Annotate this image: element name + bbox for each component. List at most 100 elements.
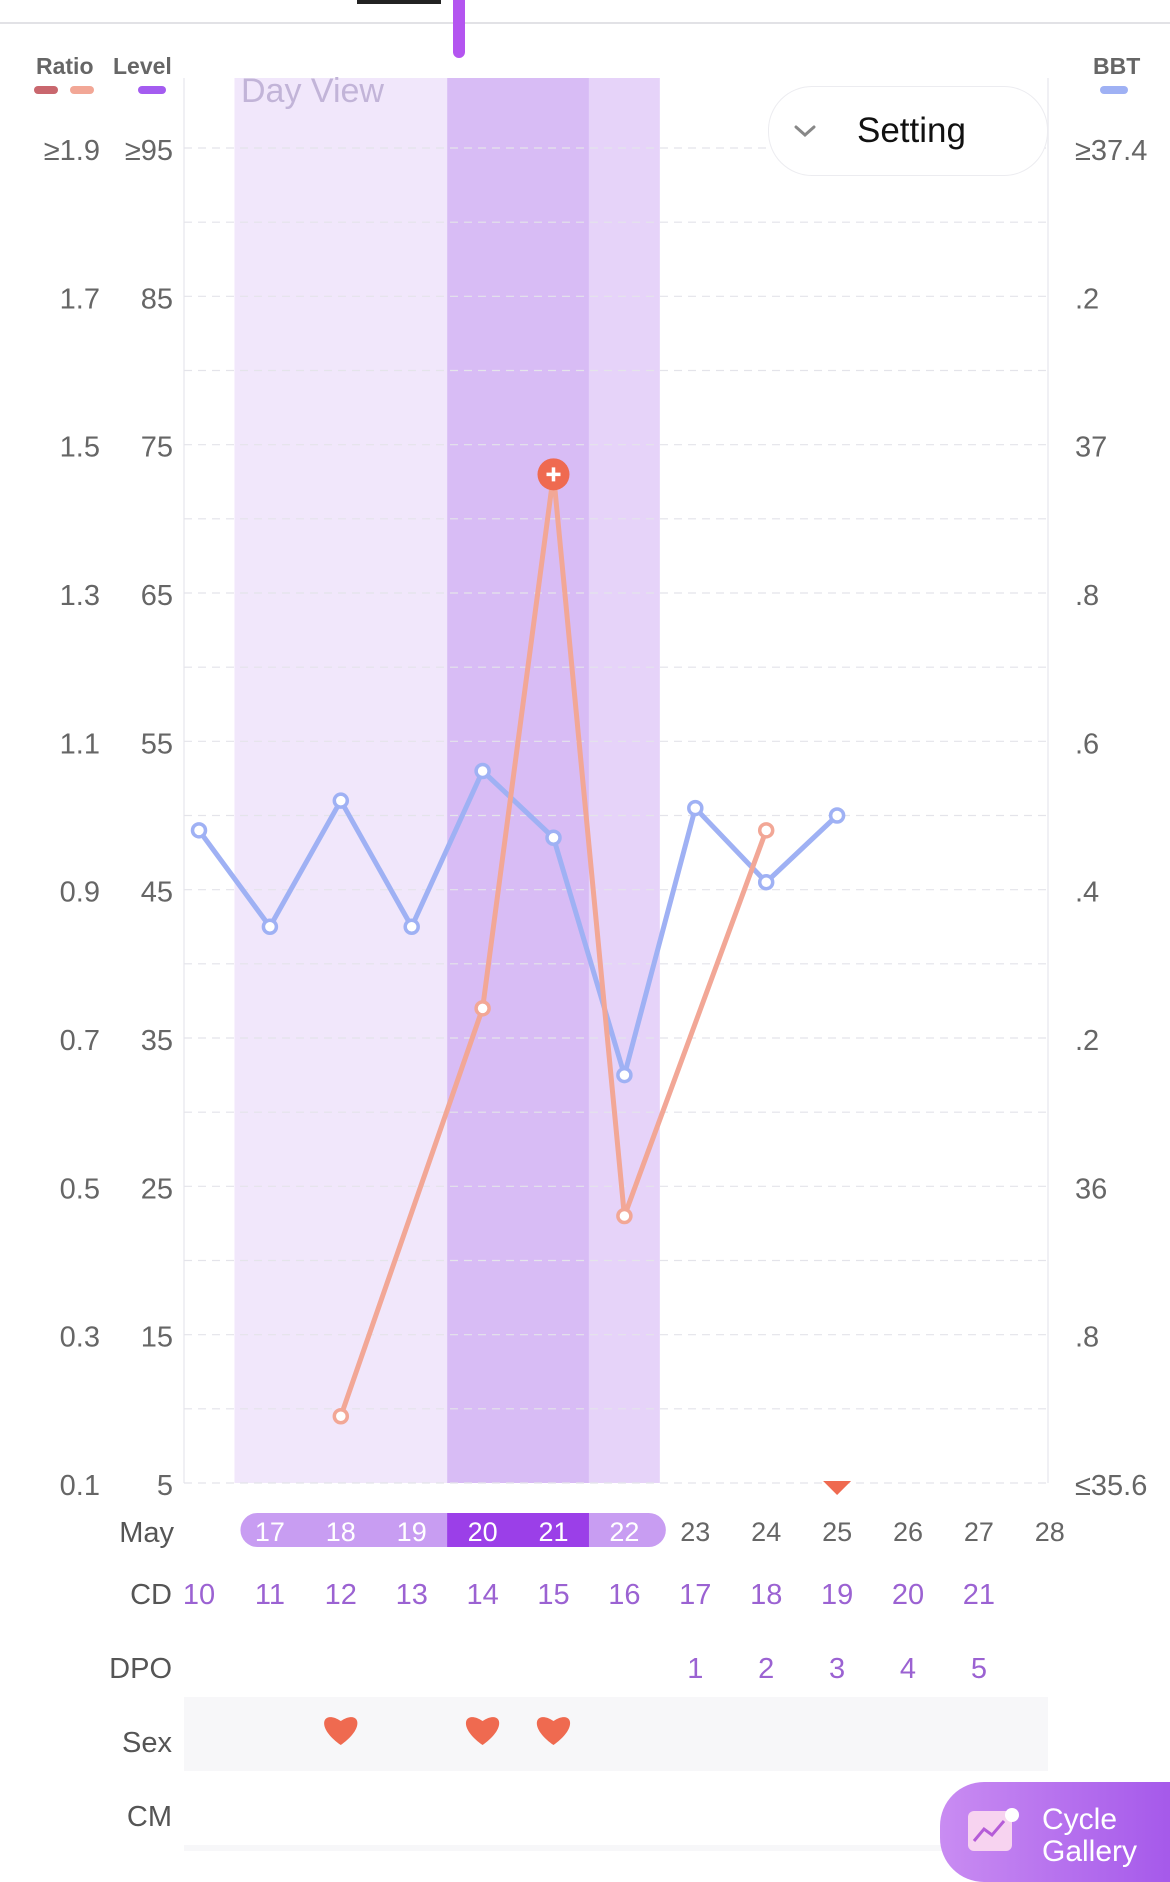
level-tick-label: ≥95: [125, 135, 173, 167]
cd-value: 18: [750, 1579, 782, 1611]
bbt-point: [190, 822, 208, 839]
date-label: 26: [893, 1517, 923, 1547]
gallery-line-2: Gallery: [1042, 1835, 1138, 1868]
ratio-tick-label: 0.9: [60, 877, 100, 909]
level-tick-label: 45: [141, 877, 173, 909]
cd-value: 12: [325, 1579, 357, 1611]
date-label: 17: [255, 1517, 285, 1547]
dpo-value: 1: [687, 1653, 703, 1685]
ratio-tick-label: 1.7: [60, 283, 100, 315]
chevron-down-icon: [769, 121, 841, 141]
tab-indicator: [357, 0, 441, 4]
ratio-point: [757, 822, 775, 839]
level-legend-label: Level: [113, 53, 172, 79]
bbt-tick-label: ≤35.6: [1075, 1470, 1147, 1502]
bbt-tick-label: .4: [1075, 877, 1099, 909]
chart-gallery-icon: [966, 1805, 1022, 1860]
bbt-tick-label: ≥37.4: [1075, 135, 1147, 167]
heart-icon: [324, 1717, 358, 1745]
date-label: 19: [397, 1517, 427, 1547]
cycle-gallery-button[interactable]: Cycle Gallery: [940, 1782, 1170, 1882]
cd-value: 15: [537, 1579, 569, 1611]
bbt-series-line: [196, 768, 839, 1078]
fertile-window-band: [234, 78, 448, 1483]
date-bar-peak: [447, 1513, 589, 1547]
cd-value: 11: [255, 1579, 285, 1611]
date-label: 20: [468, 1517, 498, 1547]
bbt-point: [757, 874, 775, 891]
ratio-tick-label: 0.5: [60, 1173, 100, 1205]
ratio-tick-label: 0.3: [60, 1322, 100, 1354]
peak-fertility-band: [447, 78, 589, 1483]
bbt-legend-swatch: [1100, 86, 1128, 94]
ratio-legend-swatch: [70, 86, 94, 94]
ratio-tick-label: ≥1.9: [44, 135, 100, 167]
ratio-legend-label: Ratio: [36, 53, 94, 79]
level-tick-label: 55: [141, 728, 173, 760]
ratio-point: [474, 1000, 491, 1017]
date-label: 27: [964, 1517, 994, 1547]
bbt-tick-label: .8: [1075, 1322, 1099, 1354]
ratio-tick-label: 0.1: [60, 1470, 100, 1502]
level-tick-label: 85: [141, 283, 173, 315]
dpo-value: 5: [971, 1653, 987, 1685]
ratio-tick-label: 0.7: [60, 1025, 100, 1057]
dpo-value: 2: [758, 1653, 774, 1685]
date-label: 23: [680, 1517, 710, 1547]
post-peak-band: [588, 78, 660, 1483]
level-tick-label: 75: [141, 432, 173, 464]
bbt-point: [403, 918, 420, 935]
drag-handle[interactable]: [453, 0, 465, 58]
bbt-point: [261, 918, 279, 935]
cd-value: 19: [821, 1579, 853, 1611]
level-tick-label: 5: [157, 1470, 173, 1502]
ratio-tick-label: 1.3: [60, 580, 100, 612]
dpo-value: 3: [829, 1653, 845, 1685]
bbt-tick-label: 36: [1075, 1173, 1107, 1205]
level-tick-label: 65: [141, 580, 173, 612]
bbt-tick-label: .8: [1075, 580, 1099, 612]
date-label: 24: [751, 1517, 781, 1547]
date-label: 25: [822, 1517, 852, 1547]
plus-icon: [546, 467, 561, 482]
gallery-line-1: Cycle: [1042, 1803, 1118, 1836]
cd-value: 10: [183, 1579, 215, 1611]
top-divider: [0, 22, 1170, 24]
level-legend-swatch: [138, 86, 166, 94]
level-tick-label: 35: [141, 1025, 173, 1057]
setting-button[interactable]: Setting: [768, 86, 1048, 176]
cd-value: 17: [679, 1579, 711, 1611]
ratio-tick-label: 1.5: [60, 432, 100, 464]
cd-value: 14: [466, 1579, 498, 1611]
cm-row-label: CM: [127, 1801, 172, 1833]
date-label: 18: [326, 1517, 356, 1547]
level-tick-label: 25: [141, 1173, 173, 1205]
today-marker-icon: [823, 1481, 852, 1495]
view-title: Day View: [241, 72, 384, 110]
bbt-point: [616, 1066, 633, 1084]
heart-icon: [465, 1717, 500, 1745]
cd-row-label: CD: [130, 1579, 172, 1611]
bbt-tick-label: .6: [1075, 728, 1099, 760]
bbt-point: [332, 792, 350, 809]
dpo-row-label: DPO: [109, 1653, 172, 1685]
sex-row-background: [184, 1697, 1048, 1771]
bbt-point: [687, 799, 704, 817]
bbt-tick-label: .2: [1075, 283, 1099, 315]
date-label: 22: [609, 1517, 639, 1547]
date-label: 28: [1035, 1517, 1065, 1547]
bbt-point: [474, 762, 491, 780]
ratio-tick-label: 1.1: [60, 728, 100, 760]
sex-row-label: Sex: [122, 1727, 172, 1759]
heart-icon: [536, 1717, 571, 1745]
ratio-point: [332, 1408, 350, 1425]
bbt-point: [545, 829, 562, 846]
ratio-legend-swatch: [34, 86, 58, 94]
row-background: [184, 1845, 1048, 1851]
bbt-tick-label: .2: [1075, 1025, 1099, 1057]
cd-value: 13: [396, 1579, 428, 1611]
month-label: May: [119, 1517, 174, 1549]
dpo-value: 4: [900, 1653, 916, 1685]
ratio-point: [616, 1207, 633, 1225]
